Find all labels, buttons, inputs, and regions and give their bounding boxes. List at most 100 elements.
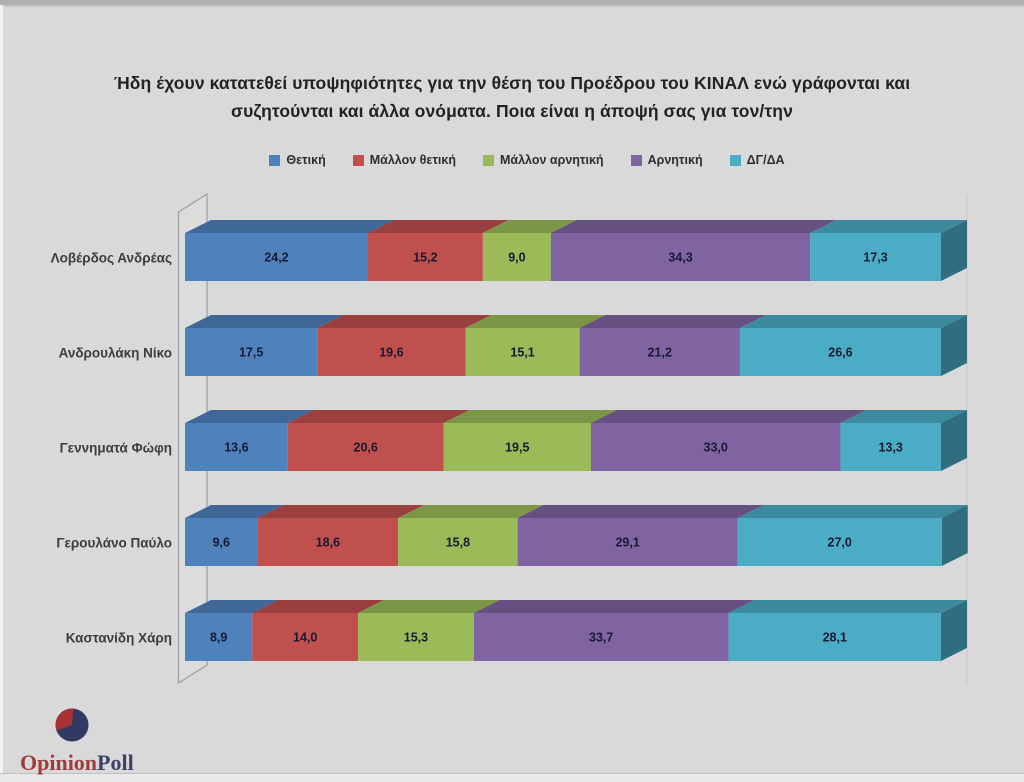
bar-value-label: 8,9	[210, 631, 227, 645]
legend-swatch-green	[483, 154, 494, 166]
logo-text-opinion: Opinion	[20, 750, 98, 775]
bar-segment-top-face	[517, 505, 764, 518]
left-edge	[0, 5, 3, 782]
bar-segment	[398, 518, 518, 566]
category-label: Γεννηματά Φώφη	[60, 441, 172, 456]
bar-segment	[550, 233, 811, 281]
legend: Θετική Μάλλον θετική Μάλλον αρνητική Αρν…	[0, 153, 1024, 167]
bar-segment	[185, 613, 253, 661]
bar-value-label: 14,0	[293, 631, 317, 645]
bar-segment-top-face	[579, 315, 766, 328]
bar-segment-top-face	[473, 600, 755, 613]
bar-segment-top-face	[317, 315, 492, 328]
bar-value-label: 19,6	[379, 346, 403, 360]
bar-row: Λοβέρδος Ανδρέας 24,2 15,2 9,0 34,3 17,3	[51, 220, 967, 281]
bar-segment	[257, 518, 399, 566]
category-label: Ανδρουλάκη Νίκο	[59, 346, 172, 361]
bar-segment-side-face	[941, 220, 967, 281]
legend-item-arnitiki: Αρνητική	[630, 153, 703, 167]
bar-segment-top-face	[185, 505, 284, 518]
bar-value-label: 27,0	[828, 536, 852, 550]
logo-text-poll: Poll	[97, 750, 134, 775]
stacked-bar-chart: Λοβέρδος Ανδρέας 24,2 15,2 9,0 34,3 17,3 Ανδρο…	[51, 192, 968, 685]
bar-value-label: 13,6	[224, 441, 248, 455]
bar-segment-side-face	[941, 315, 967, 376]
legend-swatch-red	[352, 154, 364, 166]
bar-segment	[185, 233, 368, 281]
bar-segment-side-face	[941, 410, 967, 471]
legend-item-mallon-thetiki: Μάλλον θετική	[352, 153, 456, 167]
bar-segment	[367, 233, 483, 281]
bar-segment	[358, 613, 474, 661]
bar-value-label: 28,1	[823, 631, 847, 645]
bar-segment-top-face	[482, 220, 577, 233]
bar-value-label: 15,8	[446, 536, 470, 550]
bar-segment	[739, 328, 941, 376]
top-edge	[0, 0, 1024, 7]
bar-segment-top-face	[840, 410, 967, 423]
chart-title: Ήδη έχουν κατατεθεί υποψηφιότητες για τη…	[113, 73, 911, 121]
legend-label: Μάλλον θετική	[369, 153, 456, 167]
bar-segment-top-face	[398, 505, 544, 518]
opinionpoll-logo: OpinionPoll	[20, 698, 180, 778]
category-label: Λοβέρδος Ανδρέας	[51, 251, 172, 266]
bar-value-label: 9,6	[213, 536, 230, 550]
legend-item-mallon-arnitiki: Μάλλον αρνητική	[483, 153, 604, 167]
bar-value-label: 17,5	[239, 346, 263, 360]
bar-segment	[185, 423, 288, 471]
legend-label: ΔΓ/ΔΑ	[746, 153, 785, 167]
opinionpoll-pie-icon	[55, 708, 89, 742]
opinionpoll-wordmark: OpinionPoll	[20, 750, 134, 776]
bar-segment	[840, 423, 941, 471]
bar-value-label: 24,2	[264, 251, 288, 265]
legend-swatch-cyan	[729, 154, 741, 166]
bar-value-label: 15,1	[510, 346, 534, 360]
category-label: Καστανίδη Χάρη	[66, 631, 172, 646]
bar-segment	[465, 328, 580, 376]
bar-row: Γερουλάνο Παύλο 9,6 18,6 15,8 29,1 27,0	[56, 505, 968, 566]
bar-segment	[185, 518, 258, 566]
bar-segment-top-face	[367, 220, 509, 233]
bar-segment-top-face	[739, 315, 967, 328]
bar-segment-top-face	[737, 505, 968, 518]
bar-value-label: 29,1	[615, 536, 639, 550]
bar-segment-top-face	[550, 220, 837, 233]
bar-segment	[579, 328, 740, 376]
bar-segment-top-face	[185, 600, 279, 613]
bar-value-label: 18,6	[316, 536, 340, 550]
bar-segment-top-face	[287, 410, 470, 423]
bar-row: Γεννηματά Φώφη 13,6 20,6 19,5 33,0 13,3	[60, 410, 967, 471]
bar-value-label: 13,3	[879, 441, 903, 455]
legend-label: Αρνητική	[647, 153, 703, 167]
bar-segment	[443, 423, 591, 471]
category-label: Γερουλάνο Παύλο	[56, 536, 172, 551]
bar-value-label: 9,0	[508, 251, 525, 265]
bar-segment	[482, 233, 551, 281]
bar-value-label: 33,0	[704, 441, 728, 455]
bar-segment-top-face	[810, 220, 967, 233]
bar-segment-top-face	[185, 410, 314, 423]
bar-segment-top-face	[590, 410, 867, 423]
bar-segment-side-face	[941, 505, 968, 566]
legend-item-thetiki: Θετική	[269, 153, 326, 167]
bottom-edge	[0, 773, 1024, 782]
bar-segment	[517, 518, 738, 566]
legend-swatch-blue	[269, 154, 281, 166]
bar-value-label: 21,2	[648, 346, 672, 360]
bar-segment	[185, 328, 318, 376]
bar-segment	[737, 518, 942, 566]
bar-segment	[287, 423, 444, 471]
bar-segment-top-face	[358, 600, 500, 613]
bar-segment	[590, 423, 841, 471]
bar-segment-top-face	[465, 315, 606, 328]
bar-segment-top-face	[728, 600, 967, 613]
bar-value-label: 33,7	[589, 631, 613, 645]
bar-value-label: 34,3	[668, 251, 692, 265]
bar-value-label: 19,5	[505, 441, 529, 455]
bar-value-label: 15,2	[413, 251, 437, 265]
bar-row: Καστανίδη Χάρη 8,9 14,0 15,3 33,7 28,1	[66, 600, 967, 661]
legend-label: Μάλλον αρνητική	[500, 153, 604, 167]
bar-segment-top-face	[185, 315, 344, 328]
bar-row: Ανδρουλάκη Νίκο 17,5 19,6 15,1 21,2 26,6	[59, 315, 967, 376]
